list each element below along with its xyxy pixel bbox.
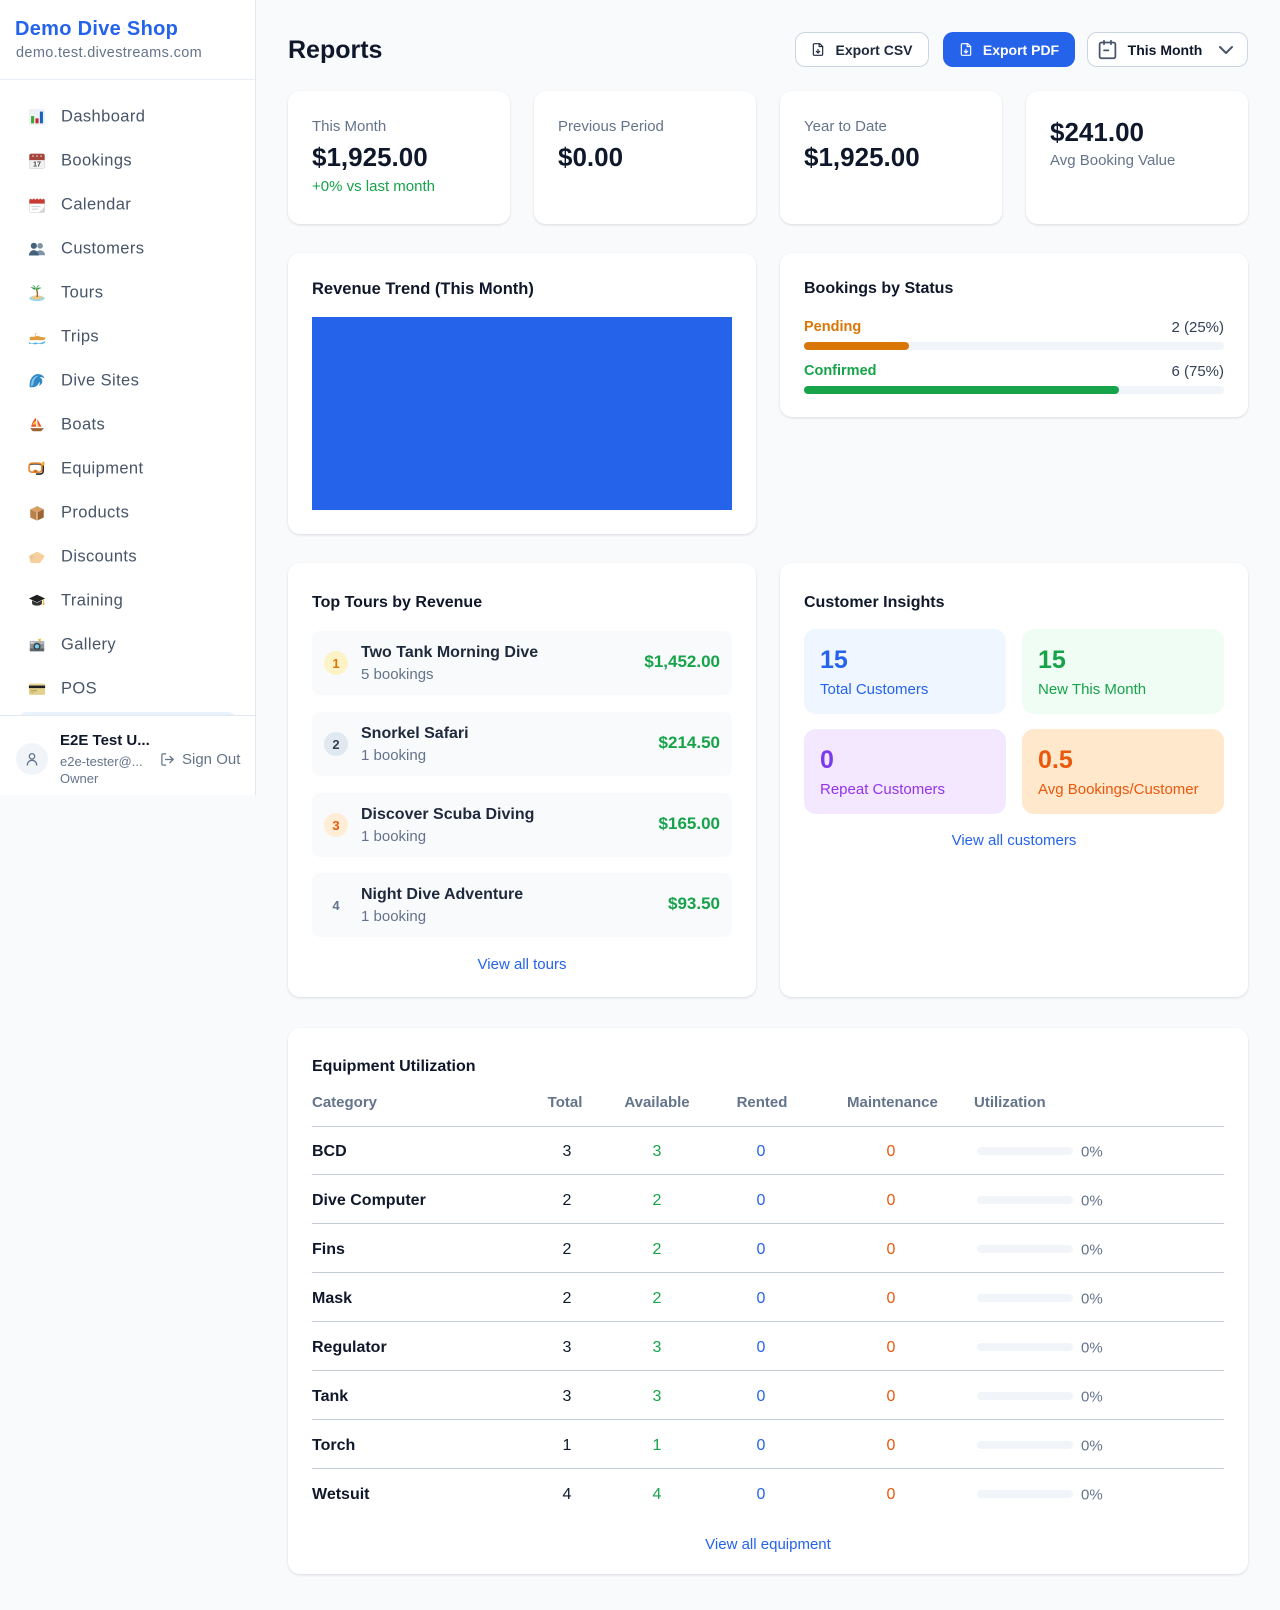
svg-text:17: 17: [33, 160, 41, 169]
